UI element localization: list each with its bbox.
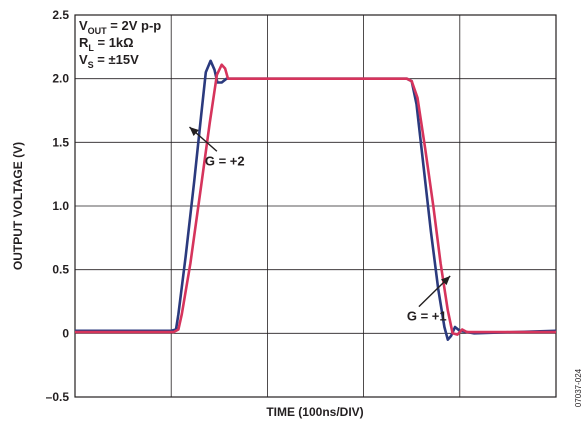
- y-tick-label: 2.5: [52, 8, 69, 22]
- condition-box: VOUT = 2V p-p RL = 1kΩ VS = ±15V: [79, 18, 161, 70]
- condition-vs: VS = ±15V: [79, 52, 139, 70]
- y-tick-labels: 2.5 2.0 1.5 1.0 0.5 0 –0.5: [46, 8, 70, 404]
- condition-rl: RL = 1kΩ: [79, 35, 134, 53]
- annotation-arrow-head: [189, 127, 199, 137]
- annotation-arrow-head: [440, 276, 451, 286]
- grid: [75, 15, 556, 397]
- series-annotation: G = +1: [407, 309, 447, 324]
- y-tick-label: 1.5: [52, 135, 69, 149]
- y-tick-label: 1.0: [52, 199, 69, 213]
- x-axis-title: TIME (100ns/DIV): [266, 405, 363, 419]
- annotations: G = +2 G = +1: [189, 126, 451, 324]
- y-tick-label: –0.5: [46, 390, 70, 404]
- series-annotation: G = +2: [205, 153, 245, 168]
- series-line-2: [75, 63, 556, 336]
- condition-vout: VOUT = 2V p-p: [79, 18, 161, 36]
- series-line-1: [75, 59, 557, 341]
- y-tick-label: 0.5: [52, 263, 69, 277]
- figure-id: 07037-024: [574, 368, 583, 407]
- y-tick-label: 0: [62, 326, 69, 340]
- y-tick-label: 2.0: [52, 72, 69, 86]
- y-axis-title: OUTPUT VOLTAGE (V): [11, 142, 25, 270]
- series-lines: [75, 59, 557, 341]
